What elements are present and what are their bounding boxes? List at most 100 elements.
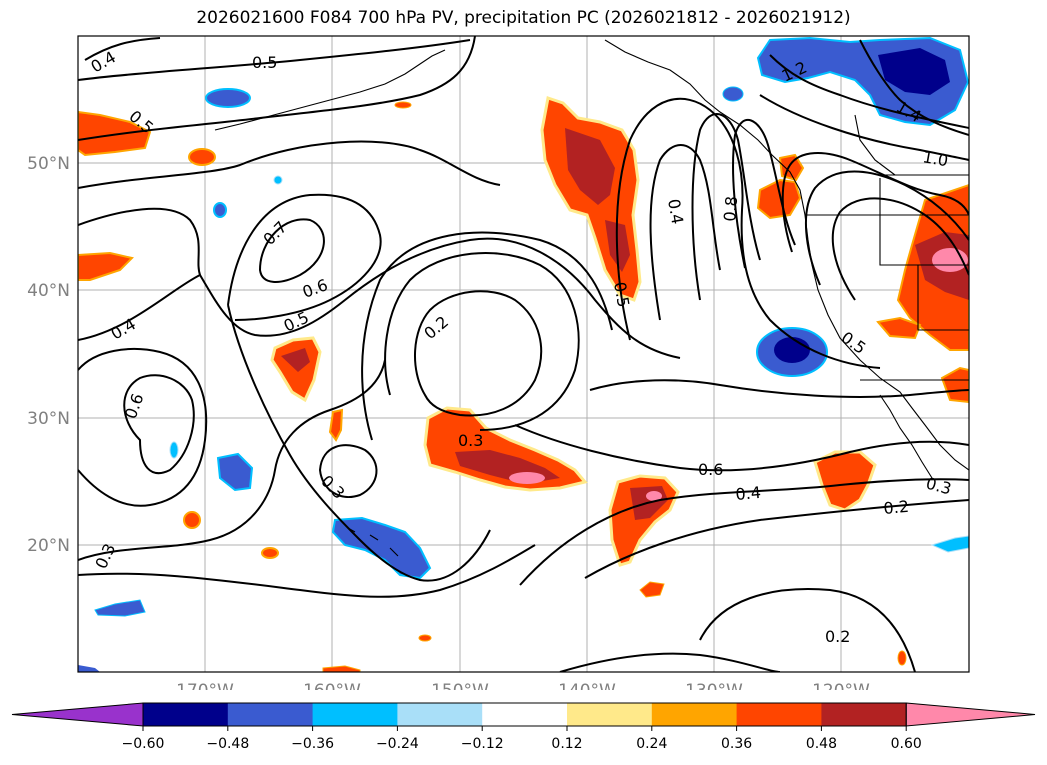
colorbar-tick-label: 0.24: [636, 736, 667, 752]
precip-small-j: [418, 634, 432, 642]
lat-label-20n: 20°N: [27, 536, 70, 556]
contour-label: 0.2: [825, 627, 850, 646]
colorbar-segment: [736, 703, 822, 726]
contour-0-2-southeast: [584, 499, 969, 579]
colorbar-fills: [11, 702, 1036, 727]
contour-label: 0.3: [458, 431, 483, 450]
map-background: [78, 36, 969, 672]
contour-0-5-c: [78, 140, 501, 189]
contour-0-8-trough: [805, 170, 969, 286]
precip-neg-a: [205, 88, 251, 108]
figure-title: 2026021600 F084 700 hPa PV, precipitatio…: [196, 8, 851, 28]
precip-negative-shading: [78, 36, 969, 672]
precip-blob-a: [188, 148, 216, 166]
colorbar-segment: [567, 703, 653, 726]
contour-label: 0.5: [252, 53, 277, 72]
precip-neg-c: [273, 175, 283, 185]
precip-small-d: [639, 581, 665, 598]
precip-neg-b: [213, 202, 227, 218]
colorbar-tick-label: 0.36: [721, 736, 752, 752]
contour-0-6-ring: [227, 193, 382, 321]
contour-0-5-ridge: [615, 97, 881, 369]
colorbar: −0.60 −0.48 −0.36 −0.24 −0.12 0.12 0.24 0.36 0.4…: [11, 702, 1036, 752]
colorbar-segment: [651, 703, 738, 726]
colorbar-frame: [142, 702, 907, 727]
colorbar-segment: [312, 703, 398, 726]
contour-label: 0.4: [664, 197, 687, 225]
precip-west-edge: [78, 251, 134, 281]
lat-label-40n: 40°N: [27, 281, 70, 301]
contour-1-4-north: [859, 39, 969, 136]
map-panel: 0.4 0.5 0.5 0.7 0.6 0.5 0.4 0.6 0.2 0.3 …: [27, 35, 970, 690]
precip-neg-i: [722, 86, 744, 102]
precip-small-h: [940, 366, 969, 404]
lon-label-170w: 170°W: [176, 681, 234, 690]
lon-label-120w: 120°W: [812, 681, 870, 690]
colorbar-tick-label: −0.48: [206, 736, 249, 752]
contour-label: 0.5: [610, 280, 633, 308]
lon-label-130w: 130°W: [685, 681, 743, 690]
precip-small-c: [328, 408, 344, 442]
contour-1-0-trough: [781, 152, 969, 253]
precip-neg-g: [930, 535, 969, 553]
contour-0-4-ridge: [649, 144, 721, 321]
precip-neg-e: [169, 441, 179, 459]
colorbar-tick-labels: −0.60 −0.48 −0.36 −0.24 −0.12 0.12 0.24 0.36 0.4…: [122, 736, 922, 752]
contour-0-6-trough: [831, 197, 969, 301]
precip-small-f: [261, 547, 279, 559]
colorbar-extend-right: [905, 702, 1036, 727]
contour-0-6-closed: [123, 374, 195, 475]
precip-neg-cutoff-core: [774, 337, 810, 363]
colorbar-segment: [227, 703, 314, 726]
contour-0-4-mid: [361, 231, 613, 441]
precip-small-i: [897, 650, 907, 666]
contour-0-3-small: [318, 444, 378, 498]
contour-0-8-ridge: [732, 119, 796, 269]
colorbar-tick-label: −0.12: [461, 736, 504, 752]
colorbar-extend-left: [11, 702, 144, 727]
contour-0-6-west: [78, 207, 201, 276]
contour-0-6-ridge: [691, 113, 761, 301]
colorbar-tick-label: −0.24: [376, 736, 419, 752]
contour-0-3-bottom: [559, 652, 781, 672]
colorbar-tick-label: −0.36: [291, 736, 334, 752]
lat-label-50n: 50°N: [27, 154, 70, 174]
precip-gulf-alaska-core: [565, 128, 615, 205]
contour-label: 0.6: [698, 460, 723, 479]
colorbar-segment: [821, 703, 907, 726]
precip-nw-corner: [78, 110, 152, 157]
contour-label: 0.2: [883, 497, 910, 518]
contour-label: 0.4: [735, 483, 762, 504]
border-alaska-canada: [854, 114, 896, 176]
precip-neg-f: [94, 599, 146, 617]
precip-small-g: [876, 316, 922, 340]
precip-neg-hawaii: [331, 516, 432, 580]
contour-0-7-closed: [258, 218, 325, 283]
contour-1-0-north: [759, 94, 969, 161]
contour-0-4-ring: [78, 348, 208, 507]
coastline-baja: [879, 394, 933, 479]
latitude-labels: 50°N 40°N 30°N 20°N: [27, 154, 70, 556]
contour-0-5-b: [78, 36, 476, 141]
contour-0-3-west: [78, 359, 386, 561]
gridlines: [78, 36, 969, 672]
colorbar-segment: [482, 703, 568, 726]
contour-0-6-south: [514, 424, 969, 472]
colorbar-ticks: [142, 726, 907, 731]
precip-neg-h: [78, 665, 100, 672]
contour-0-5-long: [78, 237, 681, 359]
colorbar-tick-label: 0.60: [891, 736, 922, 752]
border-state-b: [917, 265, 969, 331]
colorbar-tick-label: 0.48: [806, 736, 837, 752]
precip-hawaii-peak: [509, 472, 545, 484]
precip-neg-canada-core: [878, 48, 950, 95]
longitude-labels: 170°W 160°W 150°W 140°W 130°W 120°W: [176, 681, 870, 690]
colorbar-tick-label: −0.60: [122, 736, 165, 752]
colorbar-tick-label: 0.12: [551, 736, 582, 752]
map-frame: [77, 35, 970, 673]
lon-label-140w: 140°W: [558, 681, 616, 690]
contour-0-4-south: [519, 478, 969, 586]
precip-small-e: [183, 511, 201, 529]
pv-contours: [78, 36, 969, 672]
contour-0-4-nw: [84, 37, 161, 61]
